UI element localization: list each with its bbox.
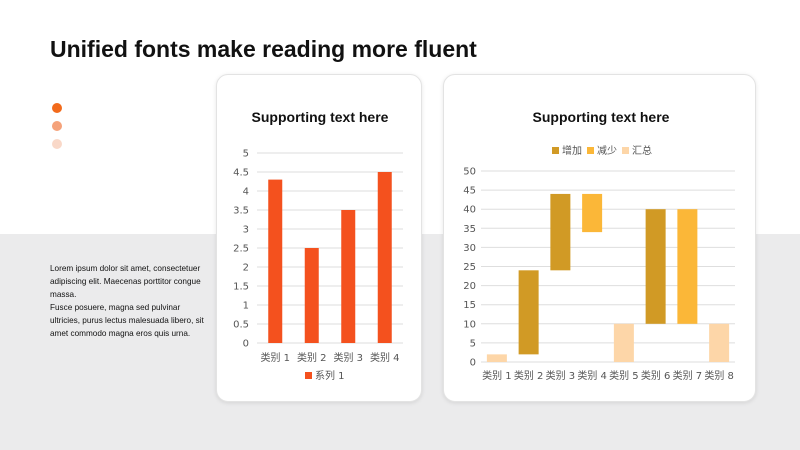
waterfall-y-tick: 50 bbox=[463, 167, 476, 178]
bar-chart-y-tick: 1 bbox=[243, 301, 249, 312]
body-text: Lorem ipsum dolor sit amet, consectetuer… bbox=[50, 262, 210, 340]
waterfall-y-tick: 45 bbox=[463, 186, 476, 197]
bar-chart-y-tick: 1.5 bbox=[233, 282, 249, 293]
bar-chart-bar bbox=[341, 210, 356, 343]
waterfall-chart-title: Supporting text here bbox=[533, 109, 670, 125]
bar-chart-y-tick: 5 bbox=[243, 149, 249, 160]
waterfall-legend-swatch bbox=[552, 147, 559, 154]
waterfall-legend-label: 减少 bbox=[597, 145, 617, 157]
waterfall-bar bbox=[518, 270, 539, 355]
bar-chart-x-tick: 类别 2 bbox=[297, 351, 327, 364]
decor-dot-medium bbox=[52, 121, 62, 131]
waterfall-bar bbox=[582, 193, 603, 233]
waterfall-y-tick: 40 bbox=[463, 205, 476, 216]
waterfall-chart: Supporting text here 0 5 10 15 20 25 30 35 40 45 5… bbox=[463, 109, 735, 382]
waterfall-legend-label: 汇总 bbox=[632, 144, 652, 157]
bar-chart-bar bbox=[268, 179, 283, 343]
bar-chart-y-tick: 4 bbox=[243, 187, 249, 198]
waterfall-legend-label: 增加 bbox=[562, 144, 582, 157]
waterfall-chart-card: Supporting text here 0 5 10 15 20 25 30 35 40 45 5… bbox=[443, 74, 756, 402]
bar-chart-y-tick: 4.5 bbox=[233, 168, 249, 179]
waterfall-bar bbox=[486, 354, 507, 362]
bar-chart-legend-swatch bbox=[305, 372, 312, 379]
waterfall-x-tick: 类别 1 bbox=[482, 369, 512, 382]
waterfall-bar bbox=[613, 323, 634, 362]
bar-chart: Supporting text here 0 0.5 1 1.5 2 2.5 3 3.5 4 4.… bbox=[233, 109, 403, 382]
waterfall-x-tick: 类别 8 bbox=[704, 369, 734, 382]
body-paragraph-1: Lorem ipsum dolor sit amet, consectetuer… bbox=[50, 264, 201, 299]
waterfall-bar bbox=[550, 193, 571, 271]
waterfall-y-tick: 35 bbox=[463, 224, 476, 235]
bar-chart-x-tick: 类别 4 bbox=[370, 351, 400, 364]
bar-chart-x-tick: 类别 1 bbox=[260, 351, 290, 364]
bar-chart-bar bbox=[304, 248, 319, 343]
bar-chart-y-tick: 0.5 bbox=[233, 320, 249, 331]
waterfall-x-tick: 类别 4 bbox=[577, 369, 607, 382]
waterfall-bar bbox=[677, 209, 698, 324]
waterfall-bar bbox=[709, 323, 730, 362]
bar-chart-card: Supporting text here 0 0.5 1 1.5 2 2.5 3 3.5 4 4.… bbox=[216, 74, 422, 402]
waterfall-x-tick: 类别 7 bbox=[673, 369, 703, 382]
waterfall-y-tick: 5 bbox=[470, 338, 476, 349]
bar-chart-bar bbox=[377, 172, 392, 343]
slide-title: Unified fonts make reading more fluent bbox=[50, 36, 477, 62]
waterfall-x-tick: 类别 6 bbox=[641, 369, 671, 382]
waterfall-x-tick: 类别 5 bbox=[609, 369, 639, 382]
bar-chart-y-tick: 2.5 bbox=[233, 244, 249, 255]
decor-dot-light bbox=[52, 139, 62, 149]
bar-chart-y-tick: 0 bbox=[243, 339, 249, 350]
bar-chart-title: Supporting text here bbox=[252, 109, 389, 125]
waterfall-y-tick: 15 bbox=[463, 300, 476, 311]
waterfall-y-tick: 20 bbox=[463, 281, 476, 292]
bar-chart-legend-label: 系列 1 bbox=[315, 369, 345, 382]
waterfall-x-tick: 类别 3 bbox=[546, 369, 576, 382]
bar-chart-x-tick: 类别 3 bbox=[333, 351, 363, 364]
bar-chart-y-tick: 3 bbox=[243, 225, 249, 236]
body-paragraph-2: Fusce posuere, magna sed pulvinar ultric… bbox=[50, 303, 204, 338]
waterfall-legend-swatch bbox=[622, 147, 629, 154]
waterfall-bar bbox=[645, 209, 666, 324]
bar-chart-y-tick: 2 bbox=[243, 263, 249, 274]
waterfall-y-tick: 0 bbox=[470, 358, 476, 369]
bar-chart-y-tick: 3.5 bbox=[233, 206, 249, 217]
waterfall-legend-swatch bbox=[587, 147, 594, 154]
decor-dot-dark bbox=[52, 103, 62, 113]
waterfall-y-tick: 10 bbox=[463, 319, 476, 330]
waterfall-y-tick: 30 bbox=[463, 243, 476, 254]
waterfall-x-tick: 类别 2 bbox=[514, 369, 544, 382]
waterfall-y-tick: 25 bbox=[463, 262, 476, 273]
